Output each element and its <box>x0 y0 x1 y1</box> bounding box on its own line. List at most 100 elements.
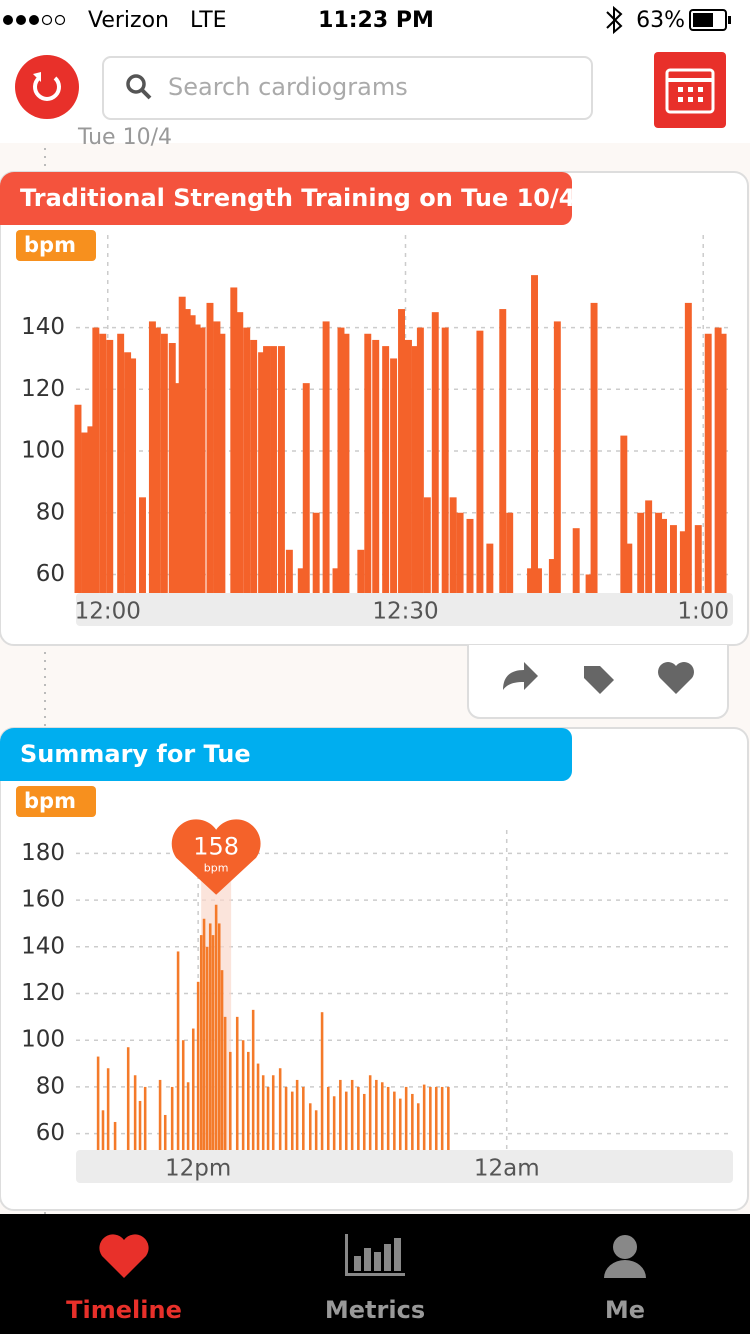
y-tick-label: 160 <box>21 887 65 913</box>
bar <box>285 549 293 593</box>
y-tick-label: 60 <box>36 561 65 587</box>
refresh-button[interactable] <box>15 55 79 119</box>
bar <box>357 1086 360 1150</box>
bar <box>429 1086 432 1150</box>
bar <box>422 1084 426 1150</box>
bar <box>218 333 226 593</box>
bar <box>431 312 439 593</box>
bar <box>213 321 221 593</box>
bar <box>181 1040 185 1150</box>
x-tick-label: 1:00 <box>677 599 729 625</box>
bar <box>198 327 206 593</box>
bar <box>163 1114 167 1150</box>
search-box[interactable] <box>102 56 593 120</box>
bar <box>241 1040 245 1150</box>
bar <box>357 549 365 593</box>
bar <box>113 1121 117 1150</box>
bar <box>344 1091 348 1150</box>
y-tick-label: 120 <box>21 376 65 402</box>
summary-card[interactable] <box>0 727 749 1211</box>
bar <box>312 512 320 593</box>
network: LTE <box>190 8 227 33</box>
bar <box>398 1098 402 1150</box>
bar <box>332 568 340 593</box>
bar <box>342 333 350 593</box>
x-axis-band <box>76 1150 733 1183</box>
bar <box>193 324 201 593</box>
tab-label[interactable]: Me <box>605 1296 645 1324</box>
bar <box>178 296 186 593</box>
bar <box>440 1086 444 1150</box>
bar <box>297 568 305 593</box>
x-axis-band <box>76 593 733 626</box>
bar <box>585 574 593 593</box>
bar <box>250 339 258 593</box>
bar <box>386 1086 390 1150</box>
bar <box>92 327 100 593</box>
tab-label[interactable]: Metrics <box>325 1296 425 1324</box>
bar <box>183 309 191 593</box>
bar <box>679 531 687 593</box>
bar <box>170 1086 174 1150</box>
bar <box>694 525 702 593</box>
y-tick-label: 60 <box>36 1120 65 1146</box>
bar <box>126 1047 130 1150</box>
bar <box>669 525 677 593</box>
charts: Traditional Strength Training on Tue 10/… <box>0 172 733 1183</box>
bar <box>499 309 507 593</box>
bar <box>270 346 277 593</box>
calendar-button[interactable] <box>654 52 726 128</box>
metrics-icon <box>345 1234 405 1276</box>
unit-label: bpm <box>24 233 76 257</box>
bar <box>398 309 405 593</box>
tab-label[interactable]: Timeline <box>66 1296 182 1324</box>
card-title-banner <box>0 172 572 225</box>
bar <box>295 1079 299 1150</box>
bar <box>199 935 203 1150</box>
bar <box>278 1068 282 1150</box>
bar <box>531 275 538 593</box>
x-tick-label: 12pm <box>165 1156 231 1182</box>
timeline-date: Tue 10/4 <box>77 125 172 150</box>
bar <box>106 339 114 593</box>
bar <box>350 1079 354 1150</box>
y-tick-label: 100 <box>21 1027 65 1053</box>
tag-button[interactable] <box>584 666 614 694</box>
bar <box>393 1091 396 1150</box>
bar <box>322 321 330 593</box>
bar <box>441 327 449 593</box>
bar <box>290 1091 294 1150</box>
bar <box>390 358 398 593</box>
bar <box>719 333 727 593</box>
bar <box>308 1103 312 1150</box>
bar <box>320 1012 324 1150</box>
bar <box>196 981 200 1150</box>
bar <box>332 1096 336 1150</box>
bar <box>456 512 464 593</box>
share-button[interactable] <box>503 662 538 690</box>
bar <box>302 383 310 593</box>
bar <box>266 1086 270 1150</box>
bar <box>99 333 107 593</box>
bar <box>620 435 628 593</box>
bar <box>173 383 181 593</box>
x-tick-label: 12:30 <box>372 599 438 625</box>
bar <box>466 518 474 593</box>
bar <box>158 1079 162 1150</box>
bar <box>133 1075 137 1150</box>
search-placeholder: Search cardiograms <box>168 73 408 101</box>
bar <box>138 1100 142 1150</box>
y-tick-label: 80 <box>36 1073 65 1099</box>
bar <box>202 918 206 1150</box>
bar <box>655 512 663 593</box>
bar <box>143 1086 147 1150</box>
bar <box>372 339 380 593</box>
bar <box>208 923 212 1150</box>
bar <box>214 904 218 1150</box>
bar <box>243 327 251 593</box>
bar <box>326 1086 330 1150</box>
like-button[interactable] <box>658 662 694 694</box>
bar <box>106 1068 110 1150</box>
bar <box>416 327 424 593</box>
